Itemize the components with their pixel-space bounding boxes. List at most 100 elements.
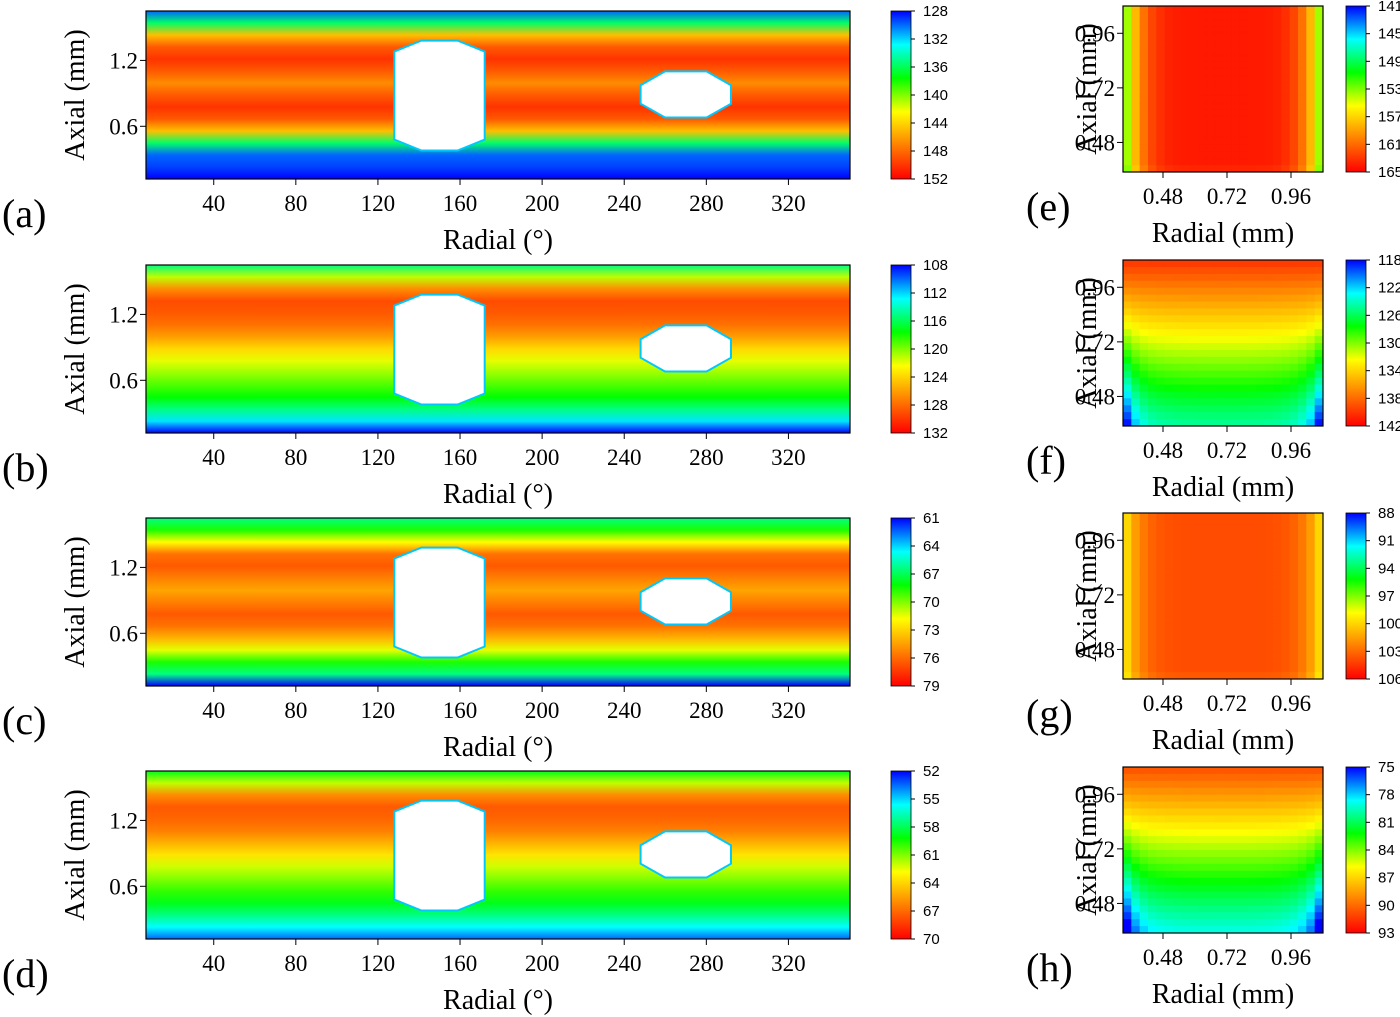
colorbar-tick-label: 161	[1378, 136, 1400, 153]
colorbar-tick-label: 134	[1378, 363, 1400, 380]
x-tick-label: 120	[361, 951, 396, 976]
x-tick-label: 40	[202, 951, 225, 976]
hole-2	[639, 830, 732, 879]
colorbar-tick-label: 93	[1378, 925, 1395, 942]
heatmap-field	[1123, 767, 1323, 933]
colorbar	[890, 770, 912, 940]
plot-frame	[1122, 259, 1324, 427]
colorbar-tick-label: 124	[923, 369, 948, 386]
colorbar-tick-label: 61	[923, 510, 940, 527]
x-tick-label: 120	[361, 698, 396, 723]
plot-frame	[1122, 5, 1324, 173]
colorbar-tick-label: 140	[923, 87, 948, 104]
y-tick-label: 0.72	[1075, 76, 1115, 101]
x-tick-label: 200	[525, 951, 560, 976]
colorbar-tick-label: 78	[1378, 787, 1395, 804]
colorbar-tick-label: 73	[923, 622, 940, 639]
panel-label: (h)	[1026, 945, 1073, 990]
x-tick-label: 240	[607, 445, 642, 470]
colorbar-tick-label: 126	[1378, 307, 1400, 324]
y-axis-label: Axial (mm)	[60, 29, 91, 160]
y-tick-label: 1.2	[109, 302, 138, 327]
x-axis-label: Radial (mm)	[1152, 472, 1294, 503]
panel-label: (d)	[2, 951, 49, 996]
x-tick-label: 80	[284, 445, 307, 470]
x-tick-label: 40	[202, 191, 225, 216]
heatmap-field	[146, 518, 850, 686]
x-axis-label: Radial (°)	[443, 985, 553, 1016]
x-tick-label: 240	[607, 698, 642, 723]
y-tick-label: 1.2	[109, 808, 138, 833]
heatmap-band	[146, 265, 850, 433]
colorbar-tick-label: 106	[1378, 671, 1400, 688]
colorbar-tick-label: 149	[1378, 53, 1400, 70]
x-tick-label: 0.48	[1143, 691, 1183, 716]
colorbar-tick-label: 64	[923, 538, 940, 555]
x-axis-label: Radial (mm)	[1152, 979, 1294, 1010]
x-tick-label: 0.48	[1143, 184, 1183, 209]
y-axis-label: Axial (mm)	[60, 536, 91, 667]
x-tick-label: 0.72	[1207, 184, 1247, 209]
x-axis-label: Radial (°)	[443, 479, 553, 510]
colorbar-tick-label: 157	[1378, 109, 1400, 126]
colorbar-tick-label: 76	[923, 650, 940, 667]
y-tick-label: 0.72	[1075, 837, 1115, 862]
colorbar-tick-label: 142	[1378, 418, 1400, 435]
y-axis-label: Axial (mm)	[1072, 784, 1103, 915]
colorbar-tick-label: 100	[1378, 616, 1400, 633]
colorbar	[1345, 259, 1367, 427]
colorbar-tick-label: 88	[1378, 505, 1395, 522]
panel-a: 40 80 120 160 200 240 280 320 1.2 0.6 Radial (°) Ax…	[2, 3, 948, 256]
x-axis-label: Radial (mm)	[1152, 725, 1294, 756]
y-axis-label: Axial (mm)	[1072, 530, 1103, 661]
colorbar-tick-label: 128	[923, 3, 948, 20]
heatmap-field	[1123, 260, 1323, 426]
hole-2	[639, 324, 732, 373]
x-tick-label: 240	[607, 951, 642, 976]
y-axis-label: Axial (mm)	[1072, 277, 1103, 408]
panel-g: 0.48 0.72 0.96 0.96 0.72 0.48 Radial (mm) Axial…	[1026, 505, 1400, 756]
heatmap-field	[1123, 513, 1323, 679]
plot-frame	[145, 10, 851, 180]
x-tick-label: 0.48	[1143, 945, 1183, 970]
y-axis-label: Axial (mm)	[1072, 23, 1103, 154]
x-tick-label: 200	[525, 698, 560, 723]
colorbar-tick-label: 118	[1378, 252, 1400, 269]
y-tick-label: 0.96	[1075, 21, 1115, 46]
x-tick-label: 160	[443, 698, 478, 723]
heatmap-field	[146, 11, 850, 179]
colorbar-tick-label: 61	[923, 847, 940, 864]
panel-c: 40 80 120 160 200 240 280 320 1.2 0.6 Radial (°) Ax…	[2, 510, 940, 763]
plot-frame	[145, 517, 851, 687]
panel-b: 40 80 120 160 200 240 280 320 1.2 0.6 Radial (°) Ax…	[2, 257, 948, 510]
colorbar-tick-label: 52	[923, 763, 940, 780]
colorbar-tick-label: 81	[1378, 814, 1395, 831]
colorbar	[1345, 512, 1367, 680]
colorbar-tick-label: 87	[1378, 870, 1395, 887]
colorbar-tick-label: 122	[1378, 280, 1400, 297]
colorbar-tick-label: 112	[923, 285, 947, 302]
hole-1	[393, 799, 486, 912]
x-tick-label: 80	[284, 698, 307, 723]
colorbar-tick-label: 70	[923, 931, 940, 948]
hole-2	[639, 577, 732, 626]
colorbar-tick-label: 91	[1378, 533, 1395, 550]
heatmap-field	[146, 265, 850, 433]
x-tick-label: 40	[202, 445, 225, 470]
panel-label: (a)	[2, 191, 46, 236]
panel-h: 0.48 0.72 0.96 0.96 0.72 0.48 Radial (mm) Axial…	[1026, 759, 1395, 1010]
colorbar-tick-label: 79	[923, 678, 940, 695]
colorbar-tick-label: 152	[923, 171, 948, 188]
x-tick-label: 40	[202, 698, 225, 723]
x-tick-label: 160	[443, 445, 478, 470]
x-tick-label: 0.96	[1271, 184, 1311, 209]
y-tick-label: 0.96	[1075, 782, 1115, 807]
x-tick-label: 160	[443, 191, 478, 216]
hole-2	[639, 70, 732, 119]
colorbar-tick-label: 108	[923, 257, 948, 274]
heatmap-field	[1123, 6, 1323, 172]
panel-d: 40 80 120 160 200 240 280 320 1.2 0.6 Radial (°) Ax…	[2, 763, 940, 1016]
colorbar-tick-label: 130	[1378, 335, 1400, 352]
y-tick-label: 0.6	[109, 114, 138, 139]
